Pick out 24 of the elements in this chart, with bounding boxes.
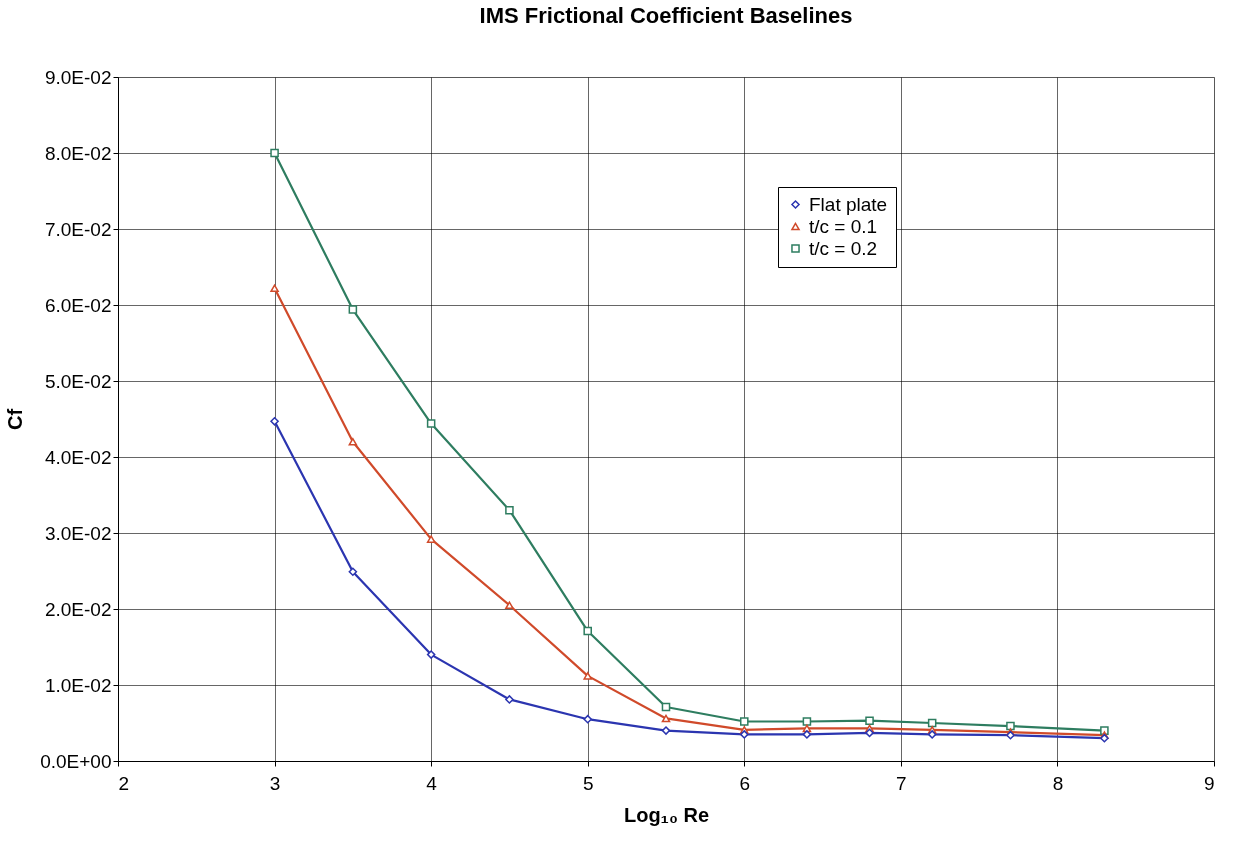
legend-label: Flat plate [809,193,888,215]
y-tick-label: 2.0E-02 [44,598,112,620]
y-axis-title: Cf [4,408,27,431]
x-tick-label: 2 [118,772,130,794]
y-tick-label: 0.0E+00 [40,750,112,772]
legend-label: t/c = 0.2 [809,237,878,259]
y-tick-label: 9.0E-02 [44,66,112,88]
x-tick-label: 6 [739,772,751,794]
y-tick-label: 3.0E-02 [44,522,112,544]
y-tick-label: 8.0E-02 [44,142,112,164]
x-tick-label: 5 [582,772,594,794]
x-tick-label: 4 [426,772,438,794]
x-tick-label: 3 [269,772,281,794]
y-tick-label: 1.0E-02 [44,674,112,696]
x-tick-label: 7 [896,772,907,794]
chart-title: IMS Frictional Coefficient Baselines [479,3,853,28]
legend-label: t/c = 0.1 [809,215,878,237]
y-tick-label: 5.0E-02 [44,370,112,392]
y-tick-label: 6.0E-02 [44,294,112,316]
x-tick-label: 9 [1203,772,1215,794]
y-tick-label: 4.0E-02 [44,446,112,468]
x-tick-label: 8 [1052,772,1064,794]
y-tick-label: 7.0E-02 [44,218,112,240]
x-axis-title: Log₁₀ Re [623,803,710,826]
